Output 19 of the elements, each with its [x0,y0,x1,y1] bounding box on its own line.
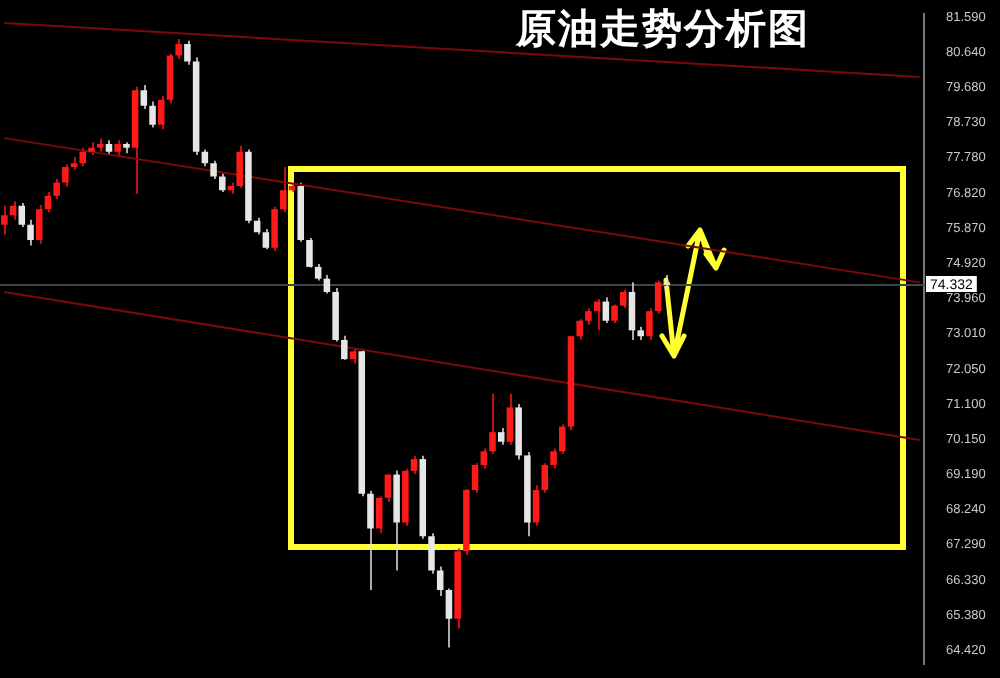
candlestick [515,403,522,461]
candlestick [541,462,549,494]
candlestick [236,144,243,190]
candlestick [628,281,636,341]
candlestick [62,163,69,188]
candlestick [532,484,540,527]
candlestick [620,288,627,310]
candlestick [271,205,278,253]
candlestick [1,204,8,236]
candlestick [445,587,453,649]
candlestick [602,296,610,324]
candlestick [367,489,374,592]
candlestick [611,303,618,324]
candlestick [323,273,331,295]
candlestick [506,392,514,446]
candlestick [393,469,400,572]
chart-title: 原油走势分析图 [516,2,810,56]
candlestick [35,203,43,245]
candlestick [280,165,287,214]
